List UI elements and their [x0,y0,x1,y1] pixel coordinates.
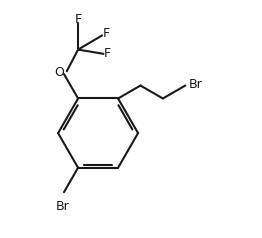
Text: F: F [102,27,110,40]
Text: Br: Br [189,78,203,91]
Text: Br: Br [56,200,70,213]
Text: F: F [104,47,111,60]
Text: F: F [74,13,81,26]
Text: O: O [54,66,64,79]
